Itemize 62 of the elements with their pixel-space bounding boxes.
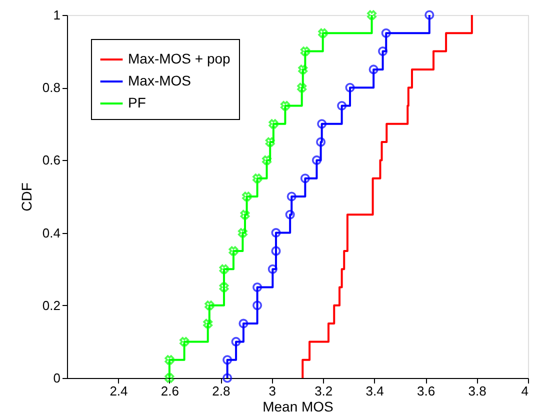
point	[285, 210, 295, 220]
point	[204, 300, 214, 310]
point	[300, 46, 310, 56]
x-tick-label: 3.2	[314, 384, 333, 398]
y-axis-title: CDF	[18, 182, 34, 212]
point	[424, 10, 434, 20]
point	[368, 64, 378, 74]
point	[280, 101, 290, 110]
point	[297, 82, 307, 92]
y-tick-label: 0.8	[42, 80, 60, 96]
point	[164, 373, 174, 383]
point	[164, 355, 174, 365]
point	[240, 210, 250, 220]
point	[219, 264, 229, 274]
point	[378, 46, 388, 56]
y-tick-label: 0	[53, 370, 60, 386]
y-tick-label: 0.6	[42, 152, 60, 168]
y-tick-label: 0.4	[42, 225, 60, 240]
legend-label: PF	[128, 94, 146, 110]
point	[265, 137, 275, 147]
x-tick-label: 3.6	[417, 384, 436, 398]
point	[286, 192, 296, 202]
point	[252, 300, 262, 310]
y-tick-label: 1	[53, 8, 60, 22]
x-tick-label: 2.8	[212, 384, 230, 398]
point	[367, 10, 377, 20]
point	[317, 119, 327, 129]
point	[345, 82, 355, 92]
point	[316, 137, 326, 147]
x-axis-title: Mean MOS	[262, 398, 334, 414]
point	[252, 174, 262, 184]
point	[252, 282, 262, 292]
point	[312, 155, 322, 165]
point	[242, 192, 252, 202]
point	[180, 336, 190, 346]
y-tick-label: 0.2	[42, 298, 60, 313]
x-tick-label: 3.4	[366, 384, 384, 398]
legend-label: Max-MOS + pop	[128, 50, 231, 66]
point	[271, 246, 281, 256]
point	[222, 355, 232, 365]
point	[381, 28, 391, 38]
point	[337, 100, 347, 111]
point	[228, 246, 238, 256]
point	[238, 318, 248, 328]
x-tick-label: 2.6	[160, 384, 179, 398]
point	[262, 155, 272, 165]
x-tick-label: 3	[268, 384, 276, 398]
point	[219, 282, 229, 292]
point	[238, 228, 248, 238]
point	[298, 64, 308, 74]
point	[271, 228, 281, 238]
point	[268, 119, 278, 129]
point	[300, 174, 310, 184]
point	[268, 264, 278, 274]
legend-label: Max-MOS	[128, 72, 191, 88]
point	[318, 28, 328, 38]
x-tick-label: 3.8	[468, 384, 486, 398]
point	[231, 336, 241, 346]
x-tick-label: 2.4	[110, 384, 128, 398]
point	[222, 373, 232, 383]
x-tick-label: 4	[521, 384, 528, 398]
point	[203, 318, 213, 328]
